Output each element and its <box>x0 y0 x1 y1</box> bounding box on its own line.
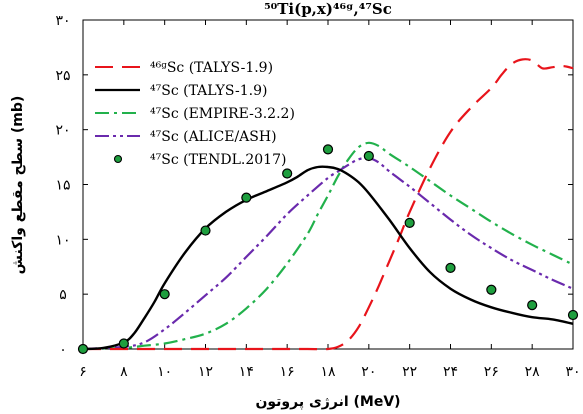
chart-title: ⁵⁰Ti(p,x)⁴⁶ᵍ,⁴⁷Sc <box>264 0 392 18</box>
tendl-data-point <box>118 338 129 349</box>
tendl-data-point <box>282 168 293 179</box>
tendl-data-point <box>241 192 252 203</box>
legend-marker <box>113 154 123 164</box>
x-tick-label: ۲۲ <box>402 364 417 380</box>
legend-label: ⁴⁷Sc (EMPIRE-3.2.2) <box>150 106 295 122</box>
y-tick-label: ۳۰ <box>55 13 70 29</box>
series-line-4 <box>82 156 574 351</box>
y-tick-label: ۱۵ <box>55 178 70 194</box>
y-tick-label: ۰ <box>59 342 67 358</box>
x-tick-label: ۱۴ <box>239 364 254 380</box>
x-tick-label: ۶ <box>79 364 87 380</box>
tendl-data-point <box>363 150 374 162</box>
x-tick-label: ۱۸ <box>320 364 336 380</box>
y-axis-label: سطح مقطع واکنش (mb) <box>10 96 26 275</box>
tendl-data-point <box>486 284 497 295</box>
tendl-data-point <box>567 309 579 321</box>
legend: ⁴⁶ᵍSc (TALYS-1.9) ⁴⁷Sc (TALYS-1.9) ⁴⁷Sc (E… <box>95 60 295 168</box>
legend-label: ⁴⁶ᵍSc (TALYS-1.9) <box>150 60 273 76</box>
legend-label: ⁴⁷Sc (TALYS-1.9) <box>150 83 267 99</box>
y-tick-label: ۵ <box>59 287 67 303</box>
tendl-data-point <box>200 225 211 236</box>
tendl-data-point <box>404 217 415 228</box>
x-tick-label: ۲۴ <box>443 364 458 380</box>
tendl-data-point <box>322 144 334 155</box>
x-tick-label: ۲۸ <box>525 364 541 380</box>
x-axis: ۶ ۸ ۱۰ ۱۲ ۱۴ ۱۶ ۱۸ ۲۰ ۲۲ ۲۴ ۲۶ ۲۸ ۳۰ <box>79 20 581 380</box>
x-axis-label: انرژی پروتون (MeV) <box>255 394 400 410</box>
tendl-data-point <box>445 262 456 273</box>
x-tick-label: ۳۰ <box>565 364 580 380</box>
series-line-1 <box>83 58 574 351</box>
tendl-data-point <box>527 300 538 311</box>
series-line-3 <box>82 141 574 351</box>
x-tick-label: ۸ <box>120 364 128 380</box>
x-tick-label: ۲۶ <box>484 364 499 380</box>
legend-label: ⁴⁷Sc (TENDL.2017) <box>150 152 286 168</box>
series-group <box>77 58 579 355</box>
x-tick-label: ۱۲ <box>198 364 213 380</box>
x-tick-label: ۱۶ <box>280 364 295 380</box>
x-tick-label: ۲۰ <box>361 364 376 380</box>
tendl-data-point <box>77 343 89 355</box>
y-tick-label: ۲۵ <box>55 68 70 84</box>
y-tick-label: ۱۰ <box>55 232 70 248</box>
tendl-data-point <box>159 289 170 300</box>
y-tick-label: ۲۰ <box>55 123 70 139</box>
legend-label: ⁴⁷Sc (ALICE/ASH) <box>150 129 277 145</box>
y-axis: ۰ ۵ ۱۰ ۱۵ ۲۰ ۲۵ ۳۰ <box>55 13 573 358</box>
series-line-2 <box>82 165 574 351</box>
x-tick-label: ۱۰ <box>157 364 172 380</box>
